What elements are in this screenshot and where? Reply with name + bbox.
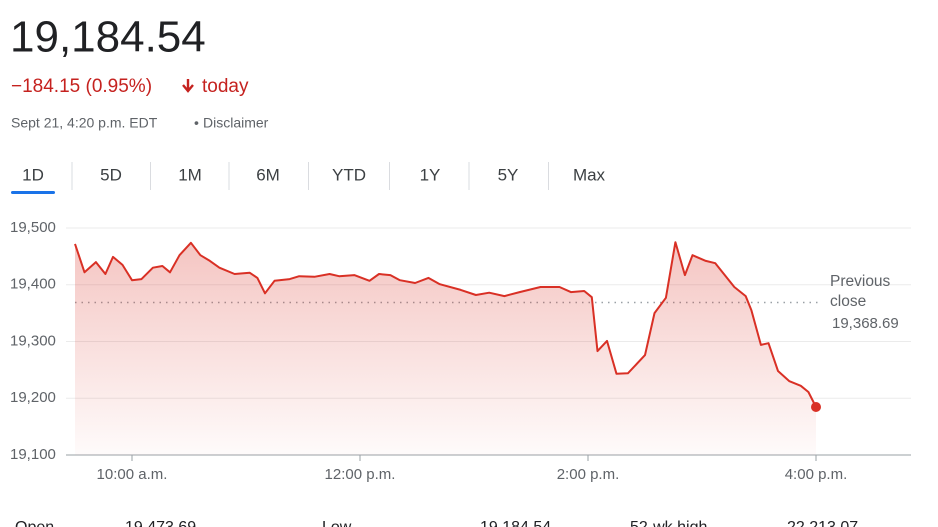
x-tick-label: 2:00 p.m. [557, 466, 620, 483]
stats: Open 19,473.69 Low 19,184.54 52-wk high 22,21… [15, 519, 858, 527]
range-tab[interactable]: YTD [332, 165, 366, 184]
range-tabs: 1D 5D 1M 6M YTD 1Y 5Y Max [11, 162, 606, 194]
stat-value: 19,473.69 [125, 519, 196, 527]
down-arrow [182, 79, 194, 93]
range-tab[interactable]: 1D [22, 165, 44, 184]
stat-label: Low [322, 519, 352, 527]
area [75, 242, 816, 455]
stat-label: Open [15, 519, 54, 527]
previous-close-label-box: Previous close [830, 273, 891, 310]
range-tab[interactable]: 6M [256, 165, 280, 184]
stat-label: 52-wk high [630, 519, 707, 527]
range-tab[interactable]: 5D [100, 165, 122, 184]
range-tab[interactable]: 5Y [498, 165, 519, 184]
y-tick-label: 19,500 [10, 219, 56, 236]
range-tab[interactable]: 1Y [420, 165, 441, 184]
tab-underline [11, 191, 55, 194]
price: 19,184.54 [10, 13, 206, 62]
y-tick-label: 19,300 [10, 332, 56, 349]
change: −184.15 (0.95%) [11, 76, 152, 97]
previous-close-label: Previous close [830, 273, 891, 310]
price-line [74, 241, 817, 408]
previous-close-value: 19,368.69 [832, 315, 899, 332]
plot: 19,100 19,200 19,300 19,400 19,500 10:00 a.m.… [10, 219, 911, 483]
x-tick-label: 4:00 p.m. [785, 466, 848, 483]
timestamp: Sept 21, 4:20 p.m. EDT [11, 115, 158, 131]
x-tick-label: 12:00 p.m. [325, 466, 396, 483]
y-tick-label: 19,200 [10, 389, 56, 406]
stat-value: 22,213.07 [787, 519, 858, 527]
separator: • [194, 115, 199, 131]
y-tick-label: 19,400 [10, 276, 56, 293]
x-tick-label: 10:00 a.m. [97, 466, 168, 483]
stat-value: 19,184.54 [480, 519, 551, 527]
range-tab[interactable]: 1M [178, 165, 202, 184]
change-period: today [202, 76, 249, 97]
last-point [811, 402, 821, 413]
range-tab[interactable]: Max [573, 165, 606, 184]
y-tick-label: 19,100 [10, 446, 56, 463]
disclaimer[interactable]: Disclaimer [203, 115, 269, 131]
